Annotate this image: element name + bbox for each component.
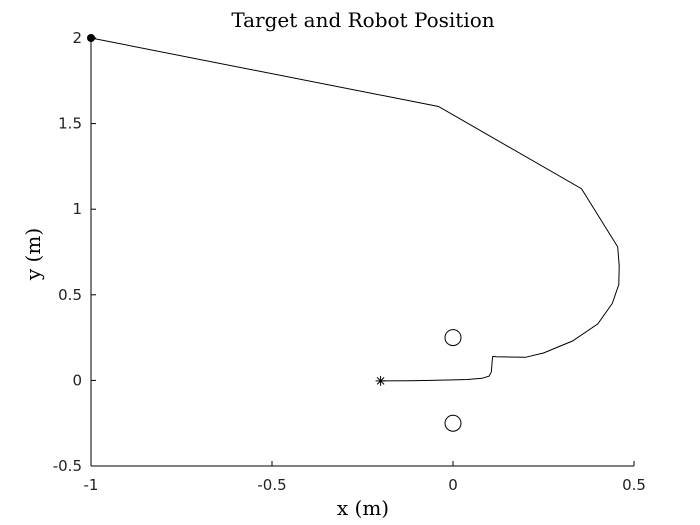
x-tick-label: -0.5	[257, 476, 286, 494]
target-1-marker	[444, 329, 462, 347]
x-tick-label: 0	[448, 476, 458, 494]
x-axis-label: x (m)	[337, 496, 389, 520]
robot-trajectory-line	[90, 37, 620, 382]
y-tick-label: 1	[72, 200, 82, 218]
x-ticks: -1 -0.5 0 0.5	[84, 461, 646, 494]
axes	[90, 38, 634, 467]
y-ticks: -0.5 0 0.5 1 1.5 2	[53, 29, 96, 475]
chart-title: Target and Robot Position	[231, 8, 494, 32]
y-tick-label: 0	[72, 371, 82, 389]
x-tick-label: 0.5	[622, 476, 646, 494]
x-tick-label: -1	[84, 476, 99, 494]
y-tick-label: -0.5	[53, 457, 82, 475]
y-tick-label: 0.5	[58, 286, 82, 304]
end-point-marker	[375, 375, 386, 386]
plot-area	[87, 34, 620, 432]
y-tick-label: 1.5	[58, 115, 82, 133]
y-tick-label: 2	[72, 29, 82, 47]
target-2-marker	[444, 414, 462, 432]
start-point-marker	[87, 34, 95, 42]
y-axis-label: y (m)	[21, 228, 45, 281]
